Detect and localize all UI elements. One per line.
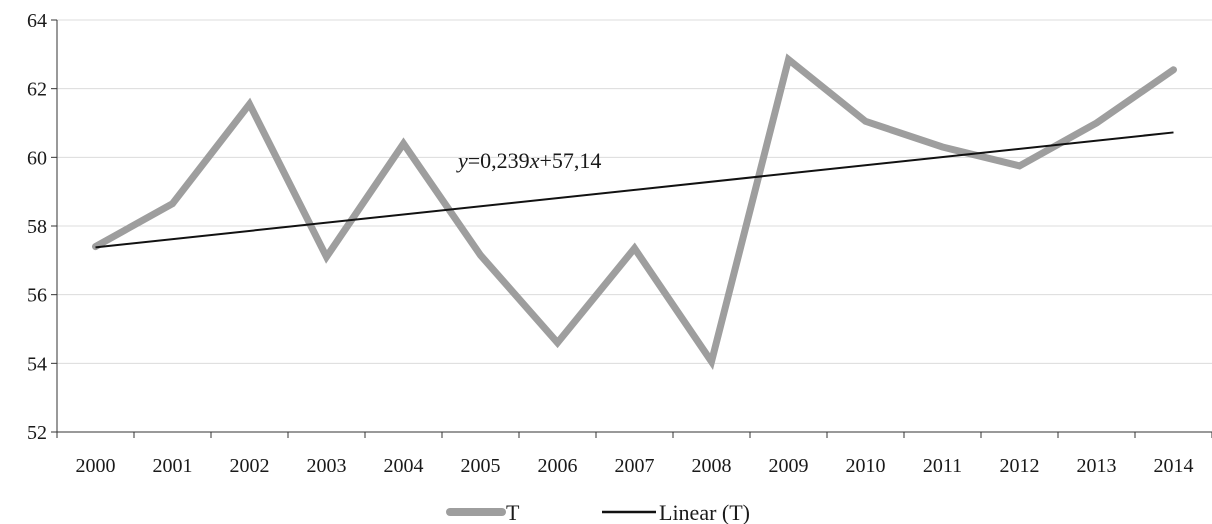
- y-tick-label-52: 52: [27, 422, 47, 444]
- x-tick-label-2000: 2000: [76, 455, 116, 477]
- trendline-linear-t: [95, 131, 1174, 249]
- y-tick-label-62: 62: [27, 79, 47, 101]
- y-tick-label-56: 56: [27, 285, 47, 307]
- equation-coef: =0,239: [468, 148, 530, 173]
- y-axis-ticks: 52 54 56 58 60 62 64: [27, 10, 57, 444]
- x-tick-label-2004: 2004: [384, 455, 424, 477]
- legend-label-linear-t: Linear (T): [659, 500, 750, 524]
- y-tick-label-64: 64: [27, 10, 47, 32]
- x-axis-ticks: 2000 2001 2002 2003 2004 2005 2006 2007 2008 2009…: [56, 432, 1212, 477]
- x-tick-label-2001: 2001: [153, 455, 193, 477]
- x-tick-label-2011: 2011: [923, 455, 962, 477]
- equation-x: x: [529, 148, 540, 173]
- x-tick-label-2007: 2007: [615, 455, 655, 477]
- x-tick-label-2013: 2013: [1077, 455, 1117, 477]
- x-tick-label-2005: 2005: [461, 455, 501, 477]
- x-tick-label-2012: 2012: [1000, 455, 1040, 477]
- gridlines: [57, 19, 1212, 364]
- x-tick-label-2009: 2009: [769, 455, 809, 477]
- y-tick-label-60: 60: [27, 147, 47, 169]
- x-tick-label-2003: 2003: [307, 455, 347, 477]
- trendline-equation: y=0,239x+57,14: [456, 148, 601, 173]
- legend-label-t: T: [506, 500, 520, 524]
- x-tick-label-2010: 2010: [846, 455, 886, 477]
- y-tick-label-58: 58: [27, 216, 47, 238]
- series-layer: [92, 53, 1177, 370]
- equation-const: +57,14: [539, 148, 601, 173]
- x-tick-label-2002: 2002: [230, 455, 270, 477]
- x-tick-label-2008: 2008: [692, 455, 732, 477]
- x-tick-label-2006: 2006: [538, 455, 578, 477]
- y-tick-label-54: 54: [27, 353, 47, 375]
- equation-y: y: [456, 148, 468, 173]
- series-line-t: [92, 53, 1177, 370]
- x-tick-label-2014: 2014: [1154, 455, 1194, 477]
- legend: T Linear (T): [446, 500, 750, 524]
